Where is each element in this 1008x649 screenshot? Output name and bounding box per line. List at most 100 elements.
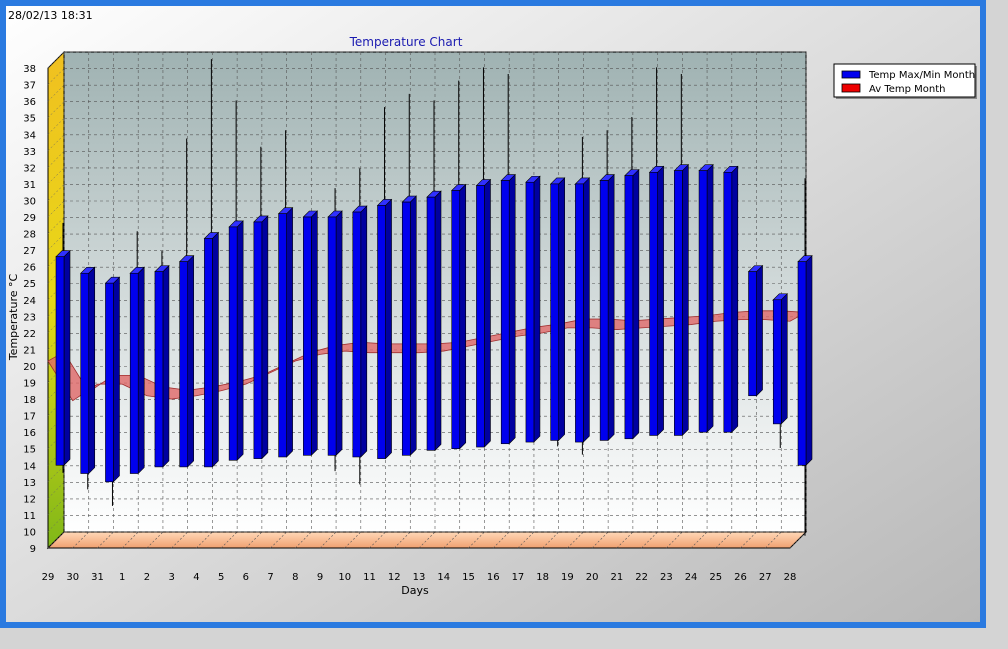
y-tick-label: 16 — [23, 428, 36, 439]
temp-bar — [599, 130, 615, 442]
x-tick-label: 9 — [317, 572, 323, 583]
x-axis-label: Days — [401, 584, 429, 597]
bar-side — [187, 254, 194, 468]
temp-bar — [352, 168, 368, 485]
y-tick-label: 13 — [23, 478, 36, 489]
bar-front — [674, 170, 683, 436]
temp-bar — [574, 136, 591, 455]
bar-side — [286, 206, 293, 458]
temp-bar — [104, 276, 121, 506]
bar-front — [772, 299, 782, 425]
bar-side — [162, 264, 170, 468]
x-tick-label: 1 — [119, 572, 125, 583]
bar-side — [657, 165, 664, 437]
bar-front — [723, 172, 733, 433]
temp-bar — [723, 165, 739, 433]
temp-bar — [500, 73, 516, 445]
bar-front — [228, 226, 238, 461]
bar-side — [137, 266, 145, 475]
bar-side — [434, 190, 442, 452]
x-tick-label: 31 — [91, 572, 104, 583]
bar-side — [88, 266, 96, 475]
temp-bar — [253, 146, 269, 460]
x-tick-label: 7 — [267, 572, 273, 583]
temp-bar — [80, 266, 96, 490]
y-tick-label: 18 — [23, 395, 36, 406]
x-tick-label: 18 — [536, 572, 549, 583]
y-axis-label: Temperature °C — [7, 274, 20, 362]
y-tick-label: 32 — [23, 163, 36, 174]
legend-swatch-red — [841, 83, 861, 93]
temp-bar — [624, 117, 640, 440]
x-tick-label: 10 — [338, 572, 351, 583]
y-tick-label: 30 — [23, 196, 36, 207]
x-tick-label: 3 — [168, 572, 174, 583]
bar-front — [426, 196, 436, 451]
x-tick-label: 13 — [413, 572, 426, 583]
bar-front — [748, 271, 757, 397]
bar-front — [649, 172, 658, 436]
legend: Temp Max/Min Month Av Temp Month — [833, 63, 977, 99]
x-tick-label: 21 — [610, 572, 623, 583]
bar-side — [385, 198, 392, 460]
bar-front — [154, 271, 164, 468]
y-tick-label: 33 — [23, 147, 36, 158]
y-tick-label: 19 — [23, 379, 36, 390]
bar-front — [797, 261, 807, 466]
y-tick-label: 31 — [23, 180, 36, 191]
bar-side — [459, 183, 467, 450]
bar-front — [55, 256, 65, 466]
bar-front — [401, 201, 411, 456]
y-tick-label: 21 — [23, 345, 36, 356]
y-tick-label: 22 — [23, 329, 36, 340]
bar-front — [303, 216, 312, 456]
y-tick-label: 35 — [23, 114, 36, 125]
y-axis-ticks: 9 10 11 12 13 14 15 16 17 18 19 20 21 22 23 24 25 26 27 28 2… — [23, 64, 36, 555]
temp-bar — [277, 130, 294, 458]
bar-front — [253, 221, 263, 459]
bar-front — [105, 282, 114, 483]
bar-side — [682, 163, 689, 437]
timestamp-label: 28/02/13 18:31 — [8, 9, 93, 22]
x-tick-label: 8 — [292, 572, 298, 583]
y-tick-label: 20 — [23, 362, 36, 373]
bar-side — [632, 168, 640, 440]
legend-item-max-min: Temp Max/Min Month — [841, 70, 975, 81]
y-tick-label: 12 — [23, 494, 36, 505]
bar-side — [409, 195, 417, 457]
bar-side — [805, 254, 813, 466]
temp-bar — [772, 293, 788, 449]
bar-front — [451, 190, 461, 449]
bar-front — [525, 181, 535, 443]
temp-bar — [302, 210, 319, 457]
y-tick-label: 15 — [23, 445, 36, 456]
bar-side — [780, 293, 788, 425]
x-tick-label: 16 — [487, 572, 500, 583]
bar-side — [113, 276, 120, 483]
y-tick-label: 38 — [23, 64, 36, 75]
temp-bar — [228, 100, 244, 462]
bar-side — [558, 177, 565, 442]
y-tick-label: 28 — [23, 230, 36, 241]
y-tick-label: 11 — [23, 511, 36, 522]
y-tick-label: 17 — [23, 412, 36, 423]
bar-front — [80, 272, 90, 474]
temp-bar — [327, 188, 343, 472]
bar-side — [731, 165, 739, 433]
y-tick-label: 9 — [30, 544, 36, 555]
temp-bar — [475, 67, 492, 448]
bar-side — [261, 215, 269, 460]
bar-side — [311, 210, 318, 457]
bar-front — [278, 213, 287, 458]
legend-label-avg: Av Temp Month — [869, 84, 946, 95]
temp-bar — [648, 67, 665, 437]
bar-front — [500, 180, 510, 445]
y-tick-label: 26 — [23, 263, 36, 274]
bar-side — [706, 163, 714, 433]
temp-bar — [698, 163, 714, 433]
bar-side — [335, 210, 343, 457]
x-tick-label: 5 — [218, 572, 224, 583]
x-axis-ticks: 29 30 31 1 2 3 4 5 6 7 8 9 10 11 12 13 14 15 16 17 18 19 20 21 2… — [42, 572, 797, 583]
